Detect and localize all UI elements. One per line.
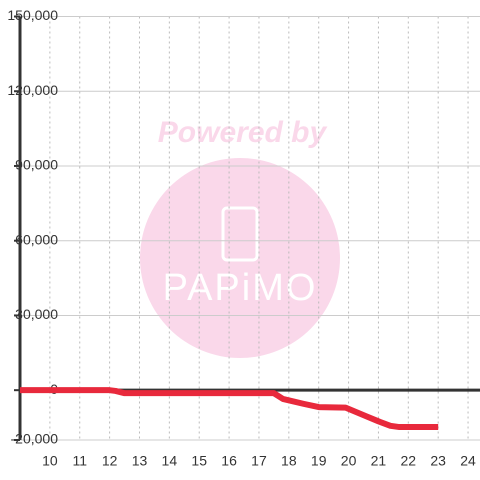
x-tick-label: 17	[251, 453, 267, 469]
y-tick-label: 30,000	[15, 306, 58, 322]
watermark-circle	[140, 158, 340, 358]
x-tick-label: 13	[132, 453, 148, 469]
x-tick-label: 10	[42, 453, 58, 469]
x-tick-label: 24	[460, 453, 476, 469]
watermark-logo: PAPiMO	[163, 267, 318, 309]
y-tick-label: 90,000	[15, 157, 58, 173]
x-tick-label: 22	[401, 453, 417, 469]
y-tick-label: 120,000	[7, 82, 58, 98]
x-tick-label: 19	[311, 453, 327, 469]
y-tick-label: 60,000	[15, 231, 58, 247]
x-tick-label: 18	[281, 453, 297, 469]
x-tick-label: 23	[430, 453, 446, 469]
x-tick-label: 14	[162, 453, 178, 469]
data-line	[20, 387, 439, 431]
plot: 101112131415161718192021222324-20,000030…	[7, 7, 480, 469]
watermark-phone	[221, 206, 259, 262]
x-tick-label: 21	[371, 453, 387, 469]
x-tick-label: 20	[341, 453, 357, 469]
x-tick-label: 11	[72, 453, 87, 469]
x-tick-label: 16	[221, 453, 237, 469]
y-tick-label: 150,000	[7, 7, 58, 23]
y-tick-label: -20,000	[11, 431, 59, 447]
watermark: Powered by PAPiMO	[140, 116, 340, 358]
x-tick-label: 12	[102, 453, 118, 469]
watermark-text: Powered by	[158, 116, 328, 149]
x-tick-label: 15	[191, 453, 207, 469]
